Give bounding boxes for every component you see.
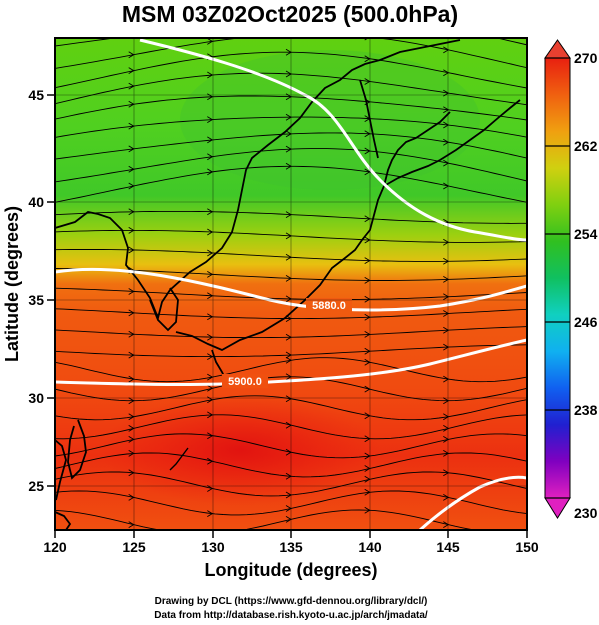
y-tick-label: 25 [28, 478, 44, 494]
x-tick-label: 130 [201, 539, 225, 555]
contour-north [139, 38, 527, 242]
warm-core [100, 395, 380, 505]
contour-label-bg-5900 [222, 374, 268, 388]
streamline-arrow [207, 271, 214, 278]
streamline-arrow [207, 384, 214, 392]
coastline-philippines [55, 511, 72, 530]
credit-drawing: Drawing by DCL (https://www.gfd-dennou.o… [155, 596, 428, 607]
streamline-arrow [207, 313, 214, 321]
coastline-china-south [55, 439, 67, 501]
streamline-arrow [207, 38, 214, 45]
plot-area: 5880.0 5900.0 [55, 31, 527, 537]
streamline-arrow [207, 71, 214, 79]
colorbar-gradient [544, 57, 571, 499]
colorbar-top-arrow [544, 39, 571, 59]
contour-southeast [418, 475, 527, 530]
y-tick-label: 35 [28, 292, 44, 308]
x-tick-label: 145 [436, 539, 460, 555]
coastline-ryukyu [169, 447, 189, 471]
contour-label-5900: 5900.0 [228, 376, 262, 388]
x-tick-label: 120 [43, 539, 67, 555]
streamline-arrow [207, 116, 214, 123]
streamline-arrow [207, 228, 214, 236]
streamline-arrow [207, 432, 214, 440]
green-core [180, 50, 480, 190]
x-tick-label: 135 [279, 539, 303, 555]
x-tick-label: 140 [358, 539, 382, 555]
colorbar-tick-label: 238 [574, 402, 598, 418]
coastline-continent [55, 39, 461, 321]
streamline-arrow [286, 31, 291, 37]
x-tick-label: 125 [122, 539, 146, 555]
x-tick-labels: 120 125 130 135 140 145 150 [43, 539, 539, 555]
y-tick-labels: 45 40 35 30 25 [28, 87, 44, 494]
streamline-arrow [207, 353, 214, 360]
streamline-arrow [207, 531, 212, 537]
streamline-arrow [207, 208, 214, 216]
streamline-arrow [207, 168, 214, 176]
y-tick-label: 45 [28, 87, 44, 103]
colorbar-tick-label: 262 [574, 138, 598, 154]
y-tick-label: 40 [28, 194, 44, 210]
colorbar-ticks [545, 57, 570, 499]
streamline-arrow [207, 153, 214, 161]
grid-lines [55, 38, 527, 530]
contour-5900 [55, 338, 527, 387]
colorbar: 270 262 254 246 238 230 [544, 39, 598, 521]
contour-label-bg-5880 [306, 298, 352, 312]
chart-title: MSM 03Z02Oct2025 (500.0hPa) [122, 1, 458, 27]
streamline-arrow [207, 292, 214, 300]
streamline-arrow [207, 457, 214, 465]
streamline-arrow [207, 249, 214, 257]
streamline-arrow [207, 373, 214, 381]
y-axis-title: Latitude (degrees) [2, 206, 22, 362]
coastline-japan [175, 111, 451, 352]
colorbar-bottom-arrow [544, 497, 571, 519]
contour-label-5880: 5880.0 [312, 300, 346, 312]
streamline-arrow [207, 333, 214, 341]
x-axis-title: Longitude (degrees) [204, 560, 377, 580]
colorbar-tick-label: 270 [574, 50, 598, 66]
coastline-hokkaido [383, 99, 521, 187]
streamline-arrow [207, 411, 214, 419]
colorbar-tick-label: 254 [574, 226, 598, 242]
y-tick-label: 30 [28, 390, 44, 406]
streamline-arrow [207, 510, 214, 517]
streamline-arrow [207, 136, 214, 144]
coastline-korea [149, 287, 179, 332]
y-axis [47, 94, 55, 487]
x-tick-label: 150 [515, 539, 539, 555]
colorbar-tick-label: 246 [574, 314, 598, 330]
streamline-arrow [207, 485, 214, 492]
x-axis [54, 530, 528, 538]
credit-data: Data from http://database.rish.kyoto-u.a… [154, 610, 428, 621]
contour-label-group: 5880.0 5900.0 [222, 298, 352, 388]
coastline-taiwan [67, 419, 87, 480]
colorbar-tick-label: 230 [574, 505, 598, 521]
